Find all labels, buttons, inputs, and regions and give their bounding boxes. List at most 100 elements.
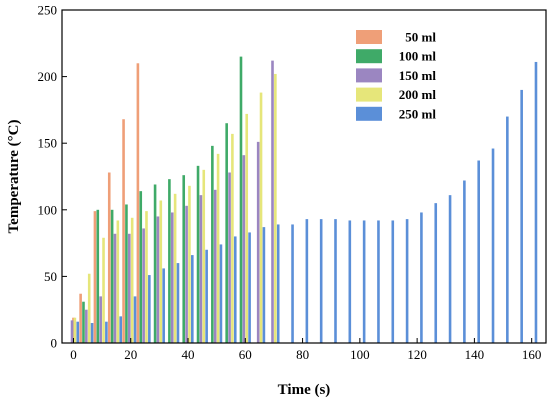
bar bbox=[213, 189, 217, 343]
bar bbox=[242, 155, 246, 343]
bar bbox=[105, 321, 108, 343]
bar bbox=[188, 185, 191, 343]
series-100-ml bbox=[82, 56, 243, 344]
bar bbox=[491, 148, 495, 343]
legend-swatch bbox=[356, 87, 382, 102]
x-tick-label: 20 bbox=[124, 347, 137, 362]
bar bbox=[79, 293, 82, 343]
y-tick-label: 50 bbox=[44, 269, 57, 284]
x-tick-label: 80 bbox=[296, 347, 309, 362]
bar bbox=[182, 175, 186, 343]
bar bbox=[82, 301, 85, 343]
bar bbox=[216, 153, 220, 343]
bar bbox=[191, 255, 194, 343]
bar bbox=[239, 56, 243, 344]
bar bbox=[142, 228, 145, 343]
y-tick-label: 250 bbox=[38, 3, 58, 18]
bar bbox=[99, 296, 102, 343]
bar bbox=[76, 321, 80, 343]
bar bbox=[534, 61, 538, 343]
bar bbox=[113, 233, 117, 343]
bar bbox=[219, 244, 223, 343]
plot-frame bbox=[61, 9, 547, 344]
bar bbox=[319, 219, 323, 343]
bar bbox=[463, 180, 466, 343]
bar bbox=[259, 92, 263, 343]
bar bbox=[520, 89, 523, 343]
bar bbox=[448, 195, 452, 343]
bar bbox=[128, 233, 131, 343]
bar bbox=[136, 63, 140, 343]
bar bbox=[506, 116, 509, 343]
legend-label: 50 ml bbox=[405, 30, 436, 45]
bars-layer bbox=[70, 56, 538, 344]
x-tick-label: 60 bbox=[239, 347, 252, 362]
bar bbox=[245, 113, 249, 344]
axes: 0 20 40 60 80 100 120 140 160 0 50 100 150 200 250 bbox=[38, 3, 542, 363]
bar bbox=[102, 237, 105, 343]
legend-label: 150 ml bbox=[399, 68, 437, 83]
bar bbox=[185, 205, 188, 343]
bar bbox=[122, 119, 125, 343]
bar bbox=[377, 220, 380, 343]
bar bbox=[139, 191, 143, 343]
series-150-ml bbox=[70, 60, 274, 344]
y-axis-title: Temperature (°C) bbox=[6, 120, 22, 234]
legend-label: 100 ml bbox=[399, 49, 437, 64]
bar bbox=[305, 219, 309, 343]
bar bbox=[145, 211, 148, 343]
legend-swatch bbox=[356, 106, 382, 121]
bar bbox=[228, 172, 231, 343]
bar bbox=[334, 219, 337, 343]
x-tick-label: 120 bbox=[407, 347, 427, 362]
bar bbox=[73, 317, 77, 343]
legend-item: 150 ml bbox=[356, 68, 436, 83]
y-tick-label: 200 bbox=[38, 69, 58, 84]
legend-swatch bbox=[356, 49, 382, 64]
bar bbox=[70, 320, 74, 343]
bar bbox=[477, 160, 480, 343]
bar bbox=[87, 273, 91, 343]
bar bbox=[168, 179, 171, 343]
x-tick-label: 160 bbox=[522, 347, 542, 362]
x-tick-label: 140 bbox=[465, 347, 485, 362]
bar bbox=[225, 123, 228, 343]
bar bbox=[291, 224, 294, 343]
legend-label: 200 ml bbox=[399, 87, 437, 102]
x-tick-label: 100 bbox=[350, 347, 370, 362]
series-200-ml bbox=[73, 73, 277, 344]
legend-swatch bbox=[356, 30, 382, 44]
legend-item: 50 ml bbox=[356, 30, 436, 45]
bar bbox=[72, 317, 75, 343]
bar bbox=[202, 169, 206, 343]
bar bbox=[156, 216, 160, 343]
bar bbox=[170, 212, 174, 343]
bar bbox=[276, 224, 280, 343]
bar bbox=[233, 236, 237, 343]
bar bbox=[90, 323, 94, 343]
bar bbox=[133, 296, 137, 343]
bar bbox=[271, 60, 274, 344]
x-tick-label: 0 bbox=[70, 347, 77, 362]
bar bbox=[93, 211, 97, 343]
legend-item: 200 ml bbox=[356, 87, 436, 102]
legend-swatch bbox=[356, 68, 382, 83]
bar bbox=[110, 209, 114, 343]
bar bbox=[199, 195, 203, 343]
bar bbox=[96, 209, 100, 343]
bar bbox=[420, 212, 423, 343]
legend-item: 250 ml bbox=[356, 106, 436, 121]
bar bbox=[85, 309, 88, 343]
x-tick-label: 40 bbox=[182, 347, 195, 362]
bar bbox=[405, 219, 409, 343]
bar bbox=[159, 200, 163, 343]
bar bbox=[211, 145, 214, 343]
x-axis-title: Time (s) bbox=[278, 382, 331, 398]
bar bbox=[162, 268, 165, 343]
bar bbox=[434, 203, 438, 343]
y-tick-label: 0 bbox=[51, 336, 58, 351]
bar bbox=[153, 184, 157, 343]
bar bbox=[248, 232, 251, 343]
bar bbox=[125, 204, 128, 343]
